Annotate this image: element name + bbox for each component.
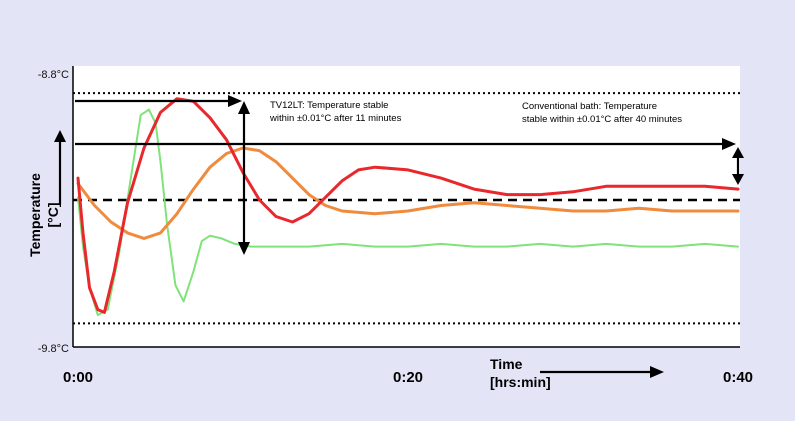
x-tick-label-start: 0:00 <box>63 369 93 386</box>
x-axis-arrowhead-icon <box>650 366 664 378</box>
x-tick-label-mid: 0:20 <box>393 369 423 386</box>
y-axis-title-line2: [°C] <box>45 202 61 227</box>
tv12lt-range-arrowhead-up-icon <box>238 101 250 114</box>
series-line-2 <box>76 97 740 314</box>
tv12lt-time-arrowhead-icon <box>228 95 242 107</box>
y-axis-arrowhead-icon <box>54 130 66 142</box>
tv12lt-annotation-line1: TV12LT: Temperature stable <box>270 100 388 111</box>
y-axis-title-line1: Temperature <box>27 173 43 257</box>
bath-range-arrowhead-down-icon <box>732 174 744 185</box>
x-tick-label-end: 0:40 <box>723 369 753 386</box>
y-tick-label-bottom: -9.8°C <box>38 343 69 355</box>
tv12lt-annotation-line2: within ±0.01°C after 11 minutes <box>269 113 402 124</box>
bath-annotation-line2: stable within ±0.01°C after 40 minutes <box>522 114 682 125</box>
bath-time-arrowhead-icon <box>722 138 736 150</box>
annotation-arrows <box>54 95 744 378</box>
series-layer <box>76 97 740 317</box>
bath-range-arrowhead-up-icon <box>732 147 744 158</box>
bath-annotation-line1: Conventional bath: Temperature <box>522 101 657 112</box>
tv12lt-range-arrowhead-down-icon <box>238 242 250 255</box>
x-axis-title-line2: [hrs:min] <box>490 374 551 390</box>
y-tick-label-top: -8.8°C <box>38 69 69 81</box>
series-line-1 <box>76 146 740 240</box>
x-axis-title-line1: Time <box>490 356 523 372</box>
y-axis-title: Temperature [°C] <box>27 173 61 257</box>
reference-lines <box>73 92 740 325</box>
